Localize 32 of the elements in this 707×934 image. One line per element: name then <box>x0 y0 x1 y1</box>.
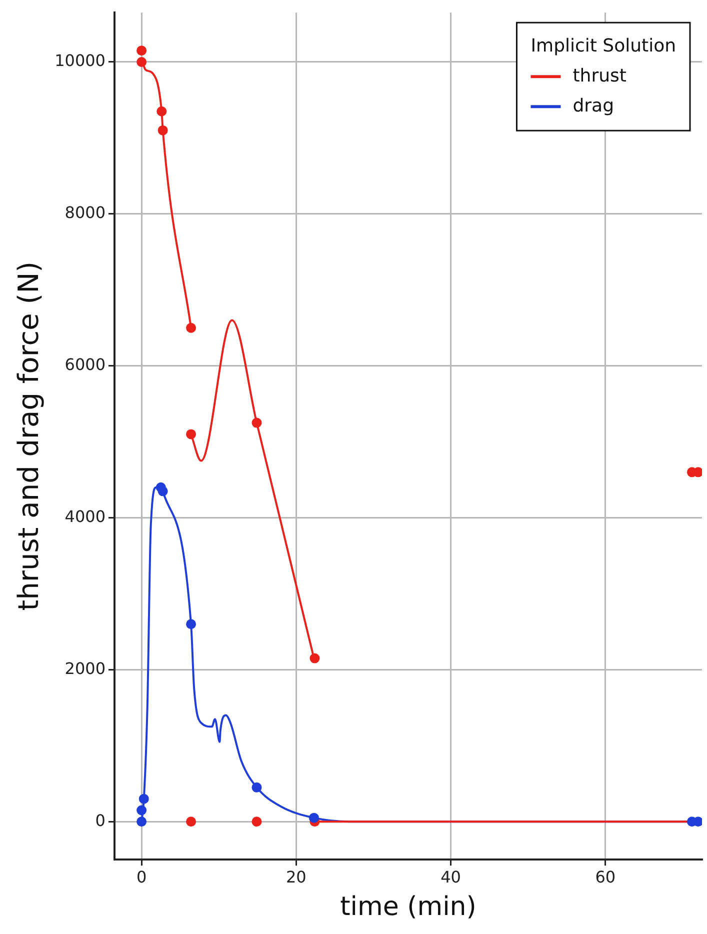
point <box>138 794 149 804</box>
point <box>136 816 147 827</box>
point <box>252 418 262 428</box>
x-tick-label: 40 <box>440 867 461 886</box>
y-tick-label: 0 <box>95 810 106 830</box>
point <box>186 619 196 630</box>
legend-label: drag <box>572 95 614 116</box>
y-axis-title: thrust and drag force (N) <box>12 261 46 611</box>
y-tick-label: 4000 <box>64 506 106 526</box>
point <box>252 816 262 827</box>
point <box>158 486 168 496</box>
y-tick-label: 6000 <box>64 354 106 374</box>
point <box>186 429 196 440</box>
y-tick-label: 2000 <box>64 658 106 678</box>
point <box>252 782 262 792</box>
point <box>186 322 196 333</box>
point <box>186 816 196 827</box>
point <box>308 812 319 823</box>
point <box>136 46 147 56</box>
point <box>156 106 167 116</box>
point <box>136 56 147 67</box>
y-tick-label: 10000 <box>54 51 106 70</box>
point <box>310 653 320 664</box>
point <box>158 125 168 136</box>
x-tick-label: 60 <box>595 867 616 886</box>
legend-label: thrust <box>572 65 626 86</box>
x-tick-label: 0 <box>136 867 147 886</box>
y-tick-label: 8000 <box>64 203 106 222</box>
x-tick-label: 20 <box>286 867 306 886</box>
legend-title: Implicit Solution <box>530 35 676 56</box>
x-axis-title: time (min) <box>340 892 476 922</box>
point <box>136 805 147 816</box>
